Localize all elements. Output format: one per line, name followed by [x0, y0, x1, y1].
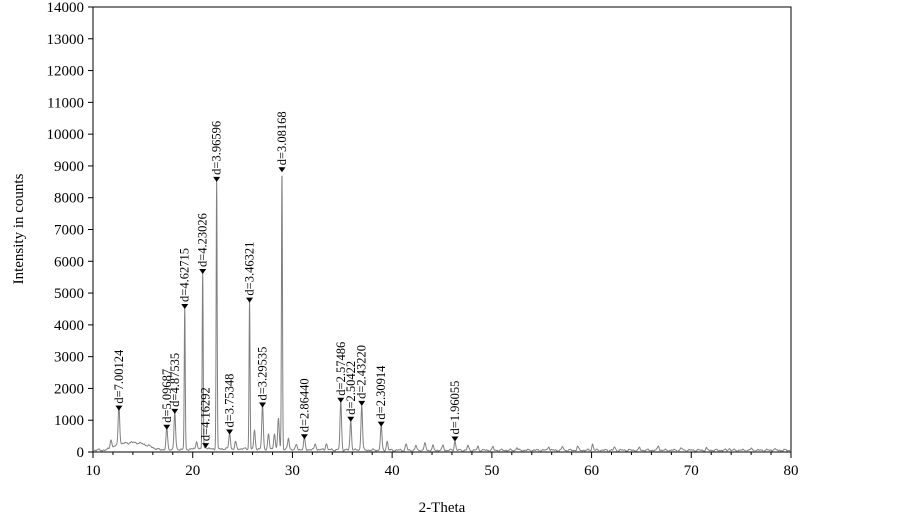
- x-tick-label: 50: [484, 463, 499, 479]
- peak-label: d=5.09687: [160, 369, 174, 423]
- peak-label: d=3.08168: [275, 111, 289, 165]
- peak-marker: [202, 443, 210, 449]
- y-tick-label: 14000: [47, 0, 85, 16]
- peak-label: d=4.23026: [196, 213, 210, 267]
- y-axis-ticks: 0 1000 2000 3000 4000 5000 6000 7000 8000 9000 100…: [47, 0, 93, 461]
- peak-marker: [377, 421, 385, 427]
- y-tick-label: 0: [77, 445, 85, 461]
- peak-label: d=4.16292: [199, 387, 213, 441]
- y-tick-label: 7000: [54, 223, 84, 239]
- y-tick-label: 6000: [54, 254, 84, 270]
- peak-marker: [358, 400, 366, 406]
- peak-label: d=2.50422: [344, 361, 358, 415]
- peak-marker: [226, 429, 234, 435]
- y-tick-label: 2000: [54, 381, 84, 397]
- x-tick-label: 10: [86, 463, 101, 479]
- peak-label: d=2.86440: [297, 378, 311, 432]
- peak-label: d=3.29535: [256, 347, 270, 401]
- peak-marker: [163, 424, 171, 430]
- peak-label: d=4.87535: [168, 353, 182, 407]
- y-tick-label: 11000: [47, 95, 84, 111]
- peak-label: d=2.30914: [374, 365, 388, 420]
- y-tick-label: 3000: [54, 350, 84, 366]
- peak-marker: [181, 303, 189, 309]
- x-tick-label: 30: [285, 463, 300, 479]
- peak-marker: [213, 176, 221, 182]
- peak-marker: [259, 402, 267, 408]
- peak-label: d=2.57486: [334, 342, 348, 396]
- y-tick-label: 5000: [54, 286, 84, 302]
- peak-label: d=2.43220: [355, 345, 369, 399]
- y-tick-label: 9000: [54, 159, 84, 175]
- x-tick-label: 20: [185, 463, 200, 479]
- x-tick-label: 80: [784, 463, 799, 479]
- peak-label: d=3.75348: [223, 374, 237, 428]
- peak-label: d=4.62715: [178, 248, 192, 302]
- peak-label: d=3.46321: [243, 242, 257, 296]
- peak-label: d=7.00124: [112, 349, 126, 404]
- y-tick-label: 12000: [47, 64, 85, 80]
- peak-marker: [171, 408, 179, 414]
- peak-marker: [451, 436, 459, 442]
- peak-marker: [115, 405, 123, 411]
- y-tick-label: 8000: [54, 191, 84, 207]
- y-tick-label: 1000: [54, 413, 84, 429]
- y-axis-title: Intensity in counts: [11, 173, 27, 284]
- peak-marker: [337, 397, 345, 403]
- peak-marker: [199, 269, 207, 274]
- peak-marker: [278, 167, 286, 173]
- x-tick-label: 40: [385, 463, 400, 479]
- peak-marker: [246, 297, 254, 303]
- x-tick-label: 70: [684, 463, 699, 479]
- x-axis-title: 2-Theta: [419, 500, 466, 516]
- y-tick-label: 10000: [47, 127, 85, 143]
- y-tick-label: 4000: [54, 318, 84, 334]
- peak-label: d=3.96596: [210, 121, 224, 175]
- diffraction-trace: [92, 175, 792, 453]
- peak-label: d=1.96055: [448, 381, 462, 435]
- x-tick-label: 60: [584, 463, 599, 479]
- peak-marker: [347, 416, 355, 422]
- peak-marker: [300, 434, 308, 440]
- y-tick-label: 13000: [47, 32, 85, 48]
- x-axis-ticks: 10 20 30 40 50 60 70 80: [86, 452, 799, 479]
